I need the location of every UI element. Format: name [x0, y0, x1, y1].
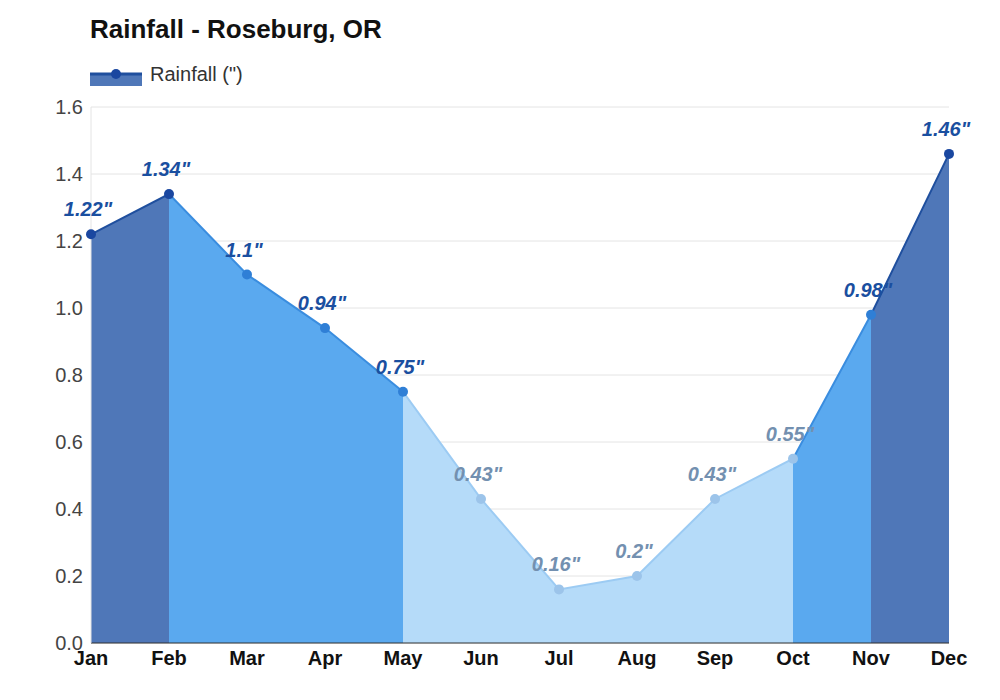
- svg-text:Nov: Nov: [852, 647, 891, 669]
- svg-text:1.2: 1.2: [55, 230, 83, 252]
- svg-text:0.0: 0.0: [55, 632, 83, 654]
- svg-text:1.0: 1.0: [55, 297, 83, 319]
- svg-text:Feb: Feb: [151, 647, 187, 669]
- svg-text:1.1": 1.1": [225, 239, 263, 261]
- html-text:Rainfall ("): Rainfall ("): [150, 62, 243, 85]
- svg-text:Jan: Jan: [73, 647, 109, 670]
- svg-text:1.34": 1.34": [142, 158, 191, 180]
- svg-text:0.43": 0.43": [454, 463, 503, 485]
- html-text:Rainfall - Roseburg, OR: Rainfall - Roseburg, OR: [90, 14, 382, 44]
- svg-text:Apr: Apr: [308, 647, 343, 669]
- svg-text:0.75": 0.75": [376, 356, 425, 378]
- svg-text:0.94": 0.94": [298, 292, 347, 314]
- svg-text:1.6: 1.6: [55, 96, 83, 118]
- svg-text:0.6: 0.6: [55, 431, 83, 453]
- svg-text:Sep: Sep: [697, 647, 734, 669]
- svg-text:0.2: 0.2: [55, 565, 83, 587]
- svg-text:0.2": 0.2": [615, 540, 653, 562]
- svg-text:0.55": 0.55": [766, 423, 815, 445]
- svg-text:May: May: [384, 647, 424, 669]
- svg-text:1.22": 1.22": [64, 198, 113, 220]
- svg-text:1.4: 1.4: [55, 163, 83, 185]
- svg-text:Jul: Jul: [545, 647, 574, 669]
- svg-text:0.43": 0.43": [688, 463, 737, 485]
- svg-text:1.46": 1.46": [922, 118, 971, 140]
- svg-text:0.8: 0.8: [55, 364, 83, 386]
- svg-text:0.4: 0.4: [55, 498, 83, 520]
- svg-text:Oct: Oct: [776, 647, 810, 669]
- svg-text:Dec: Dec: [931, 647, 968, 669]
- svg-text:Mar: Mar: [229, 647, 265, 669]
- svg-text:0.16": 0.16": [532, 553, 581, 575]
- svg-text:Aug: Aug: [618, 647, 657, 669]
- svg-text:0.98": 0.98": [844, 279, 893, 301]
- svg-text:Jun: Jun: [463, 647, 499, 669]
